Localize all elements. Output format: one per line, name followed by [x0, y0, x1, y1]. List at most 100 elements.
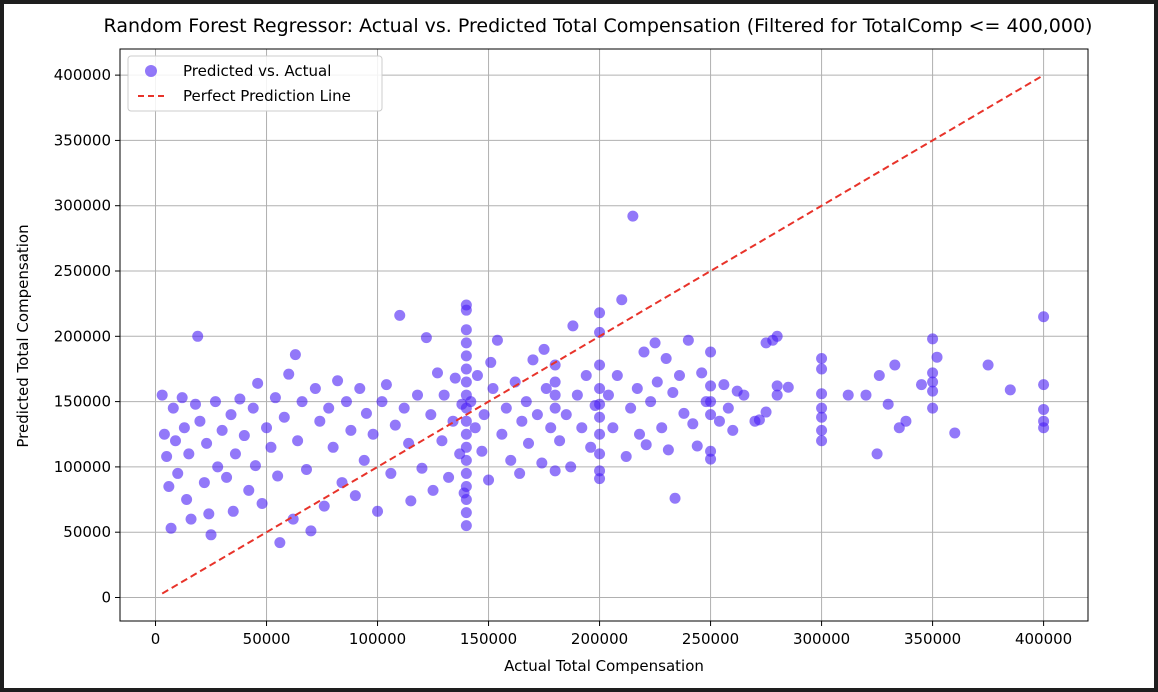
data-point: [816, 353, 828, 365]
data-point: [816, 388, 828, 400]
data-point: [649, 337, 661, 349]
data-point: [631, 383, 643, 395]
data-point: [616, 294, 628, 306]
data-point: [1004, 384, 1016, 396]
data-point: [627, 210, 639, 222]
data-point: [314, 415, 326, 427]
figure: 0 50000 100000 150000 200000 250000 300000 3500…: [4, 4, 1154, 688]
data-point: [323, 402, 335, 414]
data-point: [305, 525, 317, 537]
data-point: [705, 453, 717, 465]
data-point: [178, 422, 190, 434]
data-point: [176, 392, 188, 404]
data-point: [212, 461, 224, 473]
plot-frame: [119, 48, 1089, 622]
reference-line-group: [161, 74, 1045, 595]
data-point: [256, 497, 268, 509]
data-point: [165, 522, 177, 534]
scatter-chart: 0 50000 100000 150000 200000 250000 300000 3500…: [14, 15, 1092, 675]
data-point: [278, 411, 290, 423]
data-point: [549, 465, 561, 477]
data-point: [602, 389, 614, 401]
data-point: [662, 444, 674, 456]
data-point: [431, 367, 443, 379]
data-point: [1038, 403, 1050, 415]
data-point: [283, 368, 295, 380]
data-point: [505, 454, 517, 466]
data-point: [405, 495, 417, 507]
data-point: [536, 457, 548, 469]
data-point: [620, 450, 632, 462]
data-point: [340, 396, 352, 408]
data-point: [565, 461, 577, 473]
legend-label-line: Perfect Prediction Line: [183, 87, 351, 105]
data-point: [816, 435, 828, 447]
data-point: [771, 330, 783, 342]
x-tick-label: 100000: [349, 630, 406, 648]
x-tick-label: 150000: [460, 630, 517, 648]
data-point: [491, 334, 503, 346]
y-tick-label: 250000: [54, 262, 111, 280]
data-point: [594, 411, 606, 423]
data-point: [460, 520, 472, 532]
data-point: [927, 376, 939, 388]
data-point: [274, 537, 286, 549]
data-point: [181, 494, 193, 506]
data-point: [753, 414, 765, 426]
y-tick-label: 300000: [54, 197, 111, 215]
data-point: [460, 480, 472, 492]
data-point: [192, 330, 204, 342]
data-point: [656, 422, 668, 434]
data-point: [705, 396, 717, 408]
data-point: [460, 324, 472, 336]
data-point: [523, 437, 535, 449]
data-point: [496, 428, 508, 440]
data-point: [412, 389, 424, 401]
data-point: [738, 389, 750, 401]
data-point: [460, 441, 472, 453]
data-point: [167, 402, 179, 414]
data-point: [722, 402, 734, 414]
data-point: [696, 367, 708, 379]
data-point: [185, 513, 197, 525]
data-point: [372, 505, 384, 517]
y-tick-label: 400000: [54, 66, 111, 84]
data-point: [607, 422, 619, 434]
data-point: [549, 359, 561, 371]
data-point: [156, 389, 168, 401]
grid: [120, 49, 1088, 621]
data-point: [460, 350, 472, 362]
data-point: [585, 441, 597, 453]
data-point: [487, 383, 499, 395]
data-point: [842, 389, 854, 401]
data-point: [669, 492, 681, 504]
data-point: [203, 508, 215, 520]
data-point: [882, 398, 894, 410]
x-axis-title: Actual Total Compensation: [504, 657, 704, 675]
data-point: [645, 396, 657, 408]
data-point: [292, 435, 304, 447]
data-point: [376, 396, 388, 408]
data-point: [287, 513, 299, 525]
x-tick-label: 300000: [793, 630, 850, 648]
data-point: [460, 415, 472, 427]
data-point: [580, 369, 592, 381]
data-point: [691, 440, 703, 452]
x-tick-label: 50000: [243, 630, 291, 648]
data-point: [594, 448, 606, 460]
data-point: [931, 351, 943, 363]
data-point: [594, 398, 606, 410]
data-point: [687, 418, 699, 430]
data-point: [161, 450, 173, 462]
data-point: [394, 309, 406, 321]
data-point: [816, 402, 828, 414]
data-point: [718, 379, 730, 391]
y-tick-label: 50000: [63, 523, 111, 541]
data-point: [234, 393, 246, 405]
y-tick-label: 350000: [54, 131, 111, 149]
data-point: [354, 383, 366, 395]
data-point: [436, 435, 448, 447]
data-point: [460, 454, 472, 466]
data-point: [420, 332, 432, 344]
data-point: [416, 462, 428, 474]
